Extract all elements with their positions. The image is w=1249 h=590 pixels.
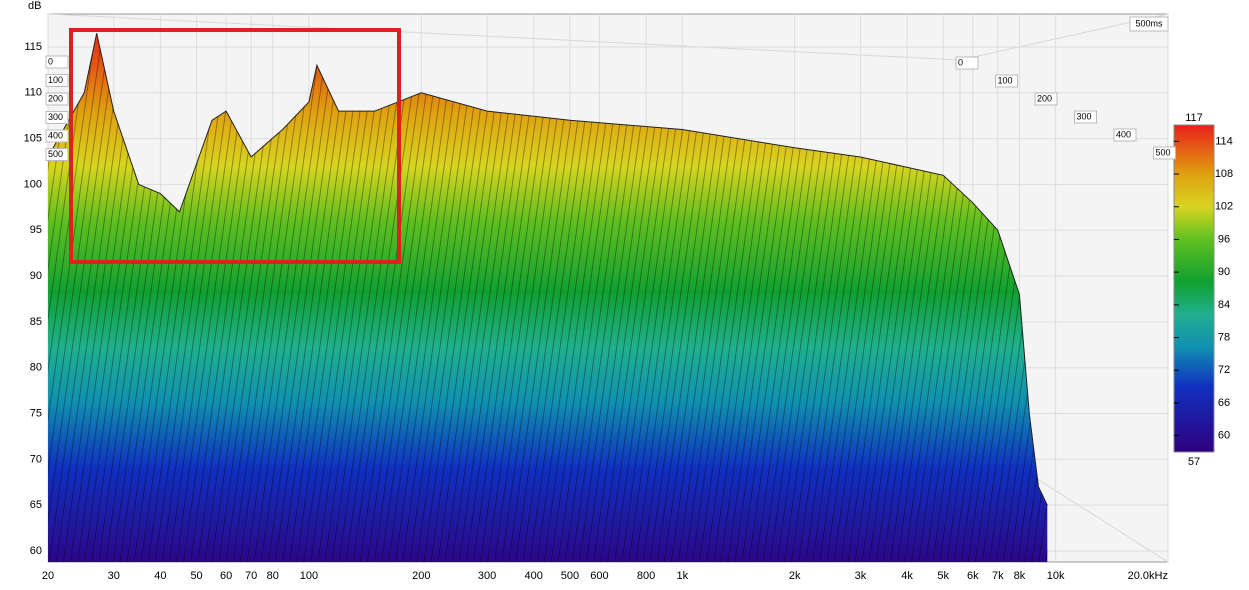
- x-tick-label: 400: [525, 570, 543, 582]
- x-tick-label: 600: [590, 570, 608, 582]
- colorbar-tick-label: 90: [1218, 266, 1230, 278]
- x-tick-label: 500: [561, 570, 579, 582]
- y-tick-label: 60: [30, 545, 42, 557]
- x-tick-label: 8k: [1014, 570, 1026, 582]
- time-end-box: [1129, 16, 1169, 32]
- x-tick-label: 1k: [676, 570, 688, 582]
- colorbar-tick-label: 78: [1218, 331, 1230, 343]
- time-tick-label-left-box: [45, 74, 69, 87]
- y-tick-label: 80: [30, 362, 42, 374]
- y-tick-label: 70: [30, 453, 42, 465]
- y-tick-label: 85: [30, 316, 42, 328]
- x-tick-label: 20: [42, 570, 54, 582]
- y-tick-label: 75: [30, 407, 42, 419]
- time-tick-label-left-box: [45, 111, 69, 124]
- surface-texture: [48, 33, 1048, 562]
- x-tick-label: 2k: [789, 570, 801, 582]
- time-tick-label-right: 100: [998, 75, 1013, 85]
- time-tick-label-left: 300: [48, 112, 63, 122]
- x-tick-label: 3k: [855, 570, 867, 582]
- time-tick-label-right-box: [1034, 92, 1058, 106]
- time-end-label: 500ms: [1135, 18, 1163, 28]
- x-tick-label: 5k: [937, 570, 949, 582]
- time-tick-label-left-box: [45, 92, 69, 106]
- time-tick-label-right: 0: [958, 57, 963, 67]
- x-tick-label: 300: [478, 570, 496, 582]
- time-tick-label-left-box: [45, 55, 69, 69]
- colorbar-tick-label: 102: [1215, 201, 1233, 213]
- y-tick-label: 105: [24, 133, 42, 145]
- time-tick-label-right: 500: [1156, 147, 1171, 157]
- time-tick-label-left: 500: [48, 149, 63, 159]
- x-tick-label: 40: [154, 570, 166, 582]
- colorbar-tick-label: 60: [1218, 430, 1230, 442]
- surface-ridge: [47, 33, 1048, 506]
- y-tick-label: 65: [30, 499, 42, 511]
- x-tick-label: 20.0kHz: [1128, 570, 1168, 582]
- highlight-box: [69, 28, 401, 264]
- colorbar-tick-label: 96: [1218, 233, 1230, 245]
- y-tick-label: 100: [24, 178, 42, 190]
- x-tick-label: 800: [637, 570, 655, 582]
- colorbar-tick-label: 66: [1218, 397, 1230, 409]
- x-tick-label: 50: [190, 570, 202, 582]
- time-tick-label-right-box: [1113, 128, 1137, 142]
- time-tick-label-left: 100: [48, 75, 63, 85]
- time-tick-label-right: 400: [1116, 129, 1131, 139]
- colorbar-tick-label: 72: [1218, 364, 1230, 376]
- colorbar-tick-label: 114: [1215, 135, 1233, 147]
- time-tick-label-right-box: [995, 74, 1018, 88]
- time-tick-label-left: 0: [48, 56, 53, 66]
- time-tick-label-right-box: [955, 56, 979, 70]
- colorbar-tick-label: 84: [1218, 299, 1230, 311]
- colorbar: [1173, 124, 1215, 453]
- x-tick-label: 60: [220, 570, 232, 582]
- y-tick-label: 110: [24, 87, 42, 99]
- x-tick-label: 4k: [901, 570, 913, 582]
- y-tick-label: 95: [30, 224, 42, 236]
- colorbar-max: 117: [1185, 112, 1203, 124]
- y-axis-label: dB: [28, 0, 41, 12]
- time-tick-label-left-box: [45, 148, 69, 161]
- time-tick-label-left: 400: [48, 130, 63, 140]
- x-tick-label: 200: [412, 570, 430, 582]
- y-tick-label: 90: [30, 270, 42, 282]
- x-tick-label: 30: [108, 570, 120, 582]
- time-tick-label-left: 200: [48, 93, 63, 103]
- x-tick-label: 80: [267, 570, 279, 582]
- x-tick-label: 6k: [967, 570, 979, 582]
- x-tick-label: 7k: [992, 570, 1004, 582]
- colorbar-min: 57: [1188, 456, 1200, 468]
- time-tick-label-right: 200: [1037, 93, 1052, 103]
- y-tick-label: 115: [24, 41, 42, 53]
- colorbar-tick-label: 108: [1215, 168, 1233, 180]
- time-tick-label-right-box: [1074, 110, 1097, 124]
- x-tick-label: 10k: [1047, 570, 1065, 582]
- x-tick-label: 100: [300, 570, 318, 582]
- time-tick-label-right-box: [1153, 146, 1176, 160]
- x-tick-label: 70: [245, 570, 257, 582]
- time-tick-label-right: 300: [1077, 111, 1092, 121]
- time-tick-label-left-box: [45, 129, 69, 143]
